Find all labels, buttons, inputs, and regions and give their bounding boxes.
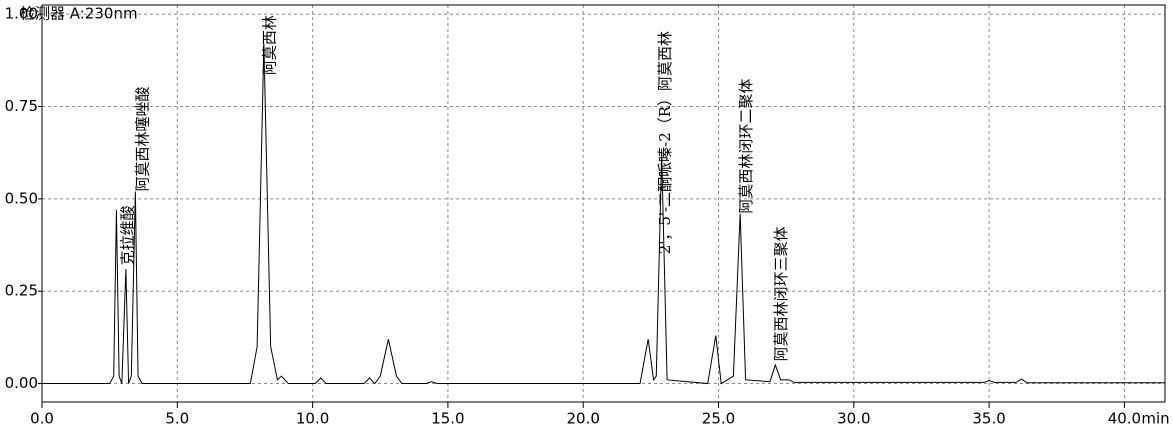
x-tick-label: 15.0 [431,410,464,428]
peak-label: 克拉维酸 [119,205,137,265]
x-tick-label: 20.0 [567,410,600,428]
detector-label: 检测器 A:230nm [20,5,138,23]
x-tick-label: 30.0 [837,410,870,428]
x-axis-unit: min [1141,410,1169,428]
plot-frame [41,4,1166,403]
peak-label: 阿莫西林噻唑酸 [134,86,152,191]
y-tick-label: 0.50 [5,189,38,207]
y-tick-label: 1.00 [5,5,38,23]
y-tick-label: 0.25 [5,282,38,300]
x-tick-label: 10.0 [296,410,329,428]
trace [42,43,1165,385]
x-tick-label: 0.0 [30,410,54,428]
x-tick-label: 25.0 [702,410,735,428]
y-tick-label: 0.00 [5,374,38,392]
x-tick-label: 40.0 [1108,410,1141,428]
y-tick-label: 0.75 [5,97,38,115]
peak-label: 2'，5'-二酮哌嗪-2（R）阿莫西林 [656,31,674,254]
peak-label: 阿莫西林闭环二聚体 [737,79,755,214]
x-tick-label: 35.0 [972,410,1005,428]
x-tick-label: 5.0 [165,410,189,428]
peak-label: 阿莫西林闭环三聚体 [772,226,790,361]
peak-label: 阿莫西林 [261,15,279,75]
